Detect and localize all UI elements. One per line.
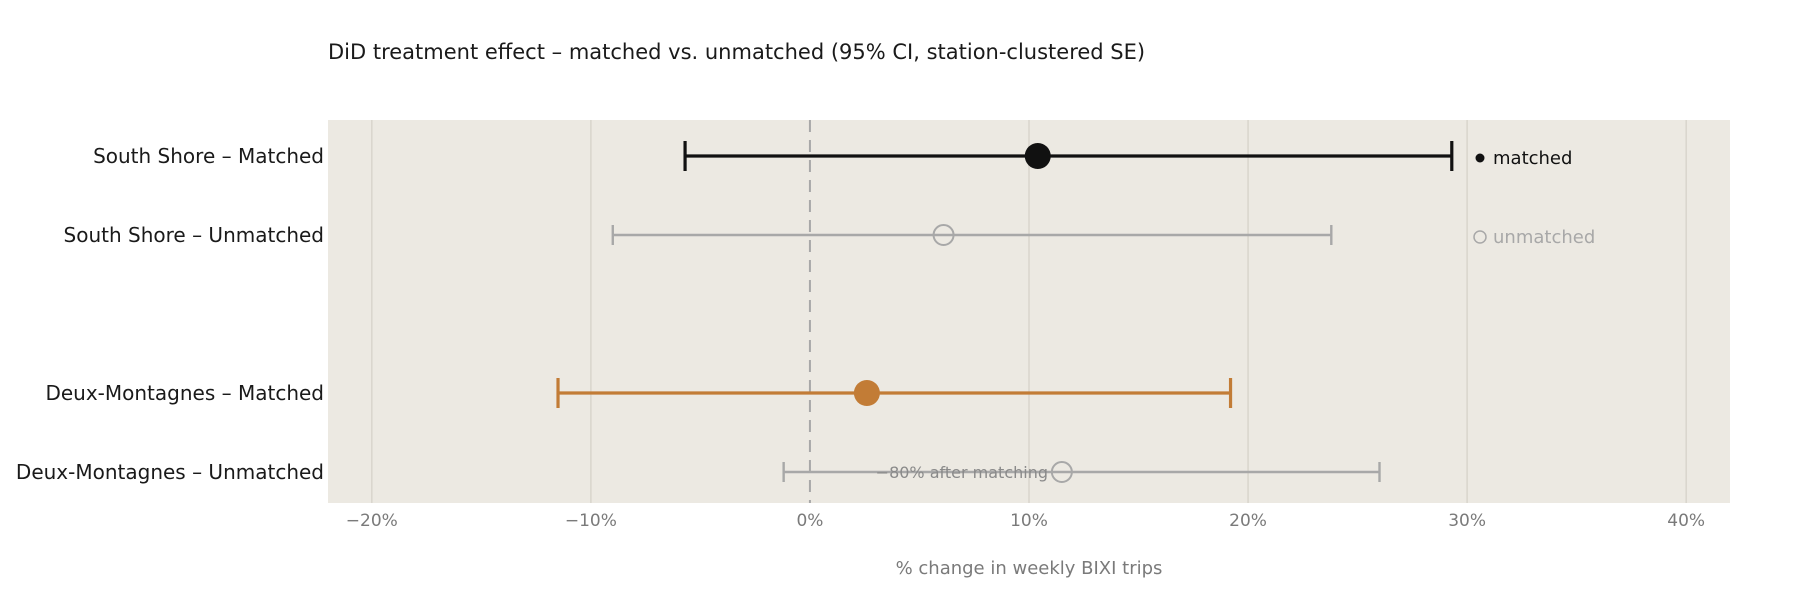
estimate-point-0 [1024, 143, 1051, 169]
chart-title: DiD treatment effect – matched vs. unmat… [328, 40, 1145, 64]
row-3 [782, 461, 1381, 483]
x-axis-label: % change in weekly BIXI trips [896, 558, 1163, 579]
legend-item-matched: matched [1475, 148, 1572, 169]
row-label-1: South Shore – Unmatched [64, 223, 324, 247]
row-1 [611, 224, 1333, 246]
legend-label-0: matched [1493, 148, 1572, 169]
x-tick-label-2: 0% [796, 511, 823, 531]
annotation-note: −80% after matching [876, 463, 1048, 482]
row-0 [683, 141, 1454, 171]
x-tick-label-4: 20% [1229, 511, 1267, 531]
x-tick-label-0: −20% [346, 511, 398, 531]
row-label-2: Deux-Montagnes – Matched [45, 381, 324, 405]
legend: matched unmatched [1473, 148, 1595, 248]
row-2 [556, 378, 1233, 408]
legend-label-1: unmatched [1493, 227, 1595, 248]
x-axis-ticks: −20% −10% 0% 10% 20% 30% 40% [346, 511, 1705, 531]
x-tick-label-1: −10% [565, 511, 617, 531]
estimate-point-1 [932, 224, 955, 246]
estimate-point-3 [1050, 461, 1073, 483]
x-tick-label-5: 30% [1448, 511, 1486, 531]
row-label-3: Deux-Montagnes – Unmatched [16, 460, 324, 484]
x-tick-label-3: 10% [1010, 511, 1048, 531]
row-label-0: South Shore – Matched [93, 144, 324, 168]
legend-item-unmatched: unmatched [1473, 227, 1595, 248]
estimate-point-2 [853, 380, 880, 406]
legend-marker-1 [1473, 230, 1487, 244]
row-labels: South Shore – Matched South Shore – Unmat… [16, 144, 324, 484]
legend-marker-0 [1475, 153, 1485, 163]
estimate-rows [556, 141, 1454, 483]
x-tick-label-6: 40% [1667, 511, 1705, 531]
grid-lines [371, 120, 1687, 503]
